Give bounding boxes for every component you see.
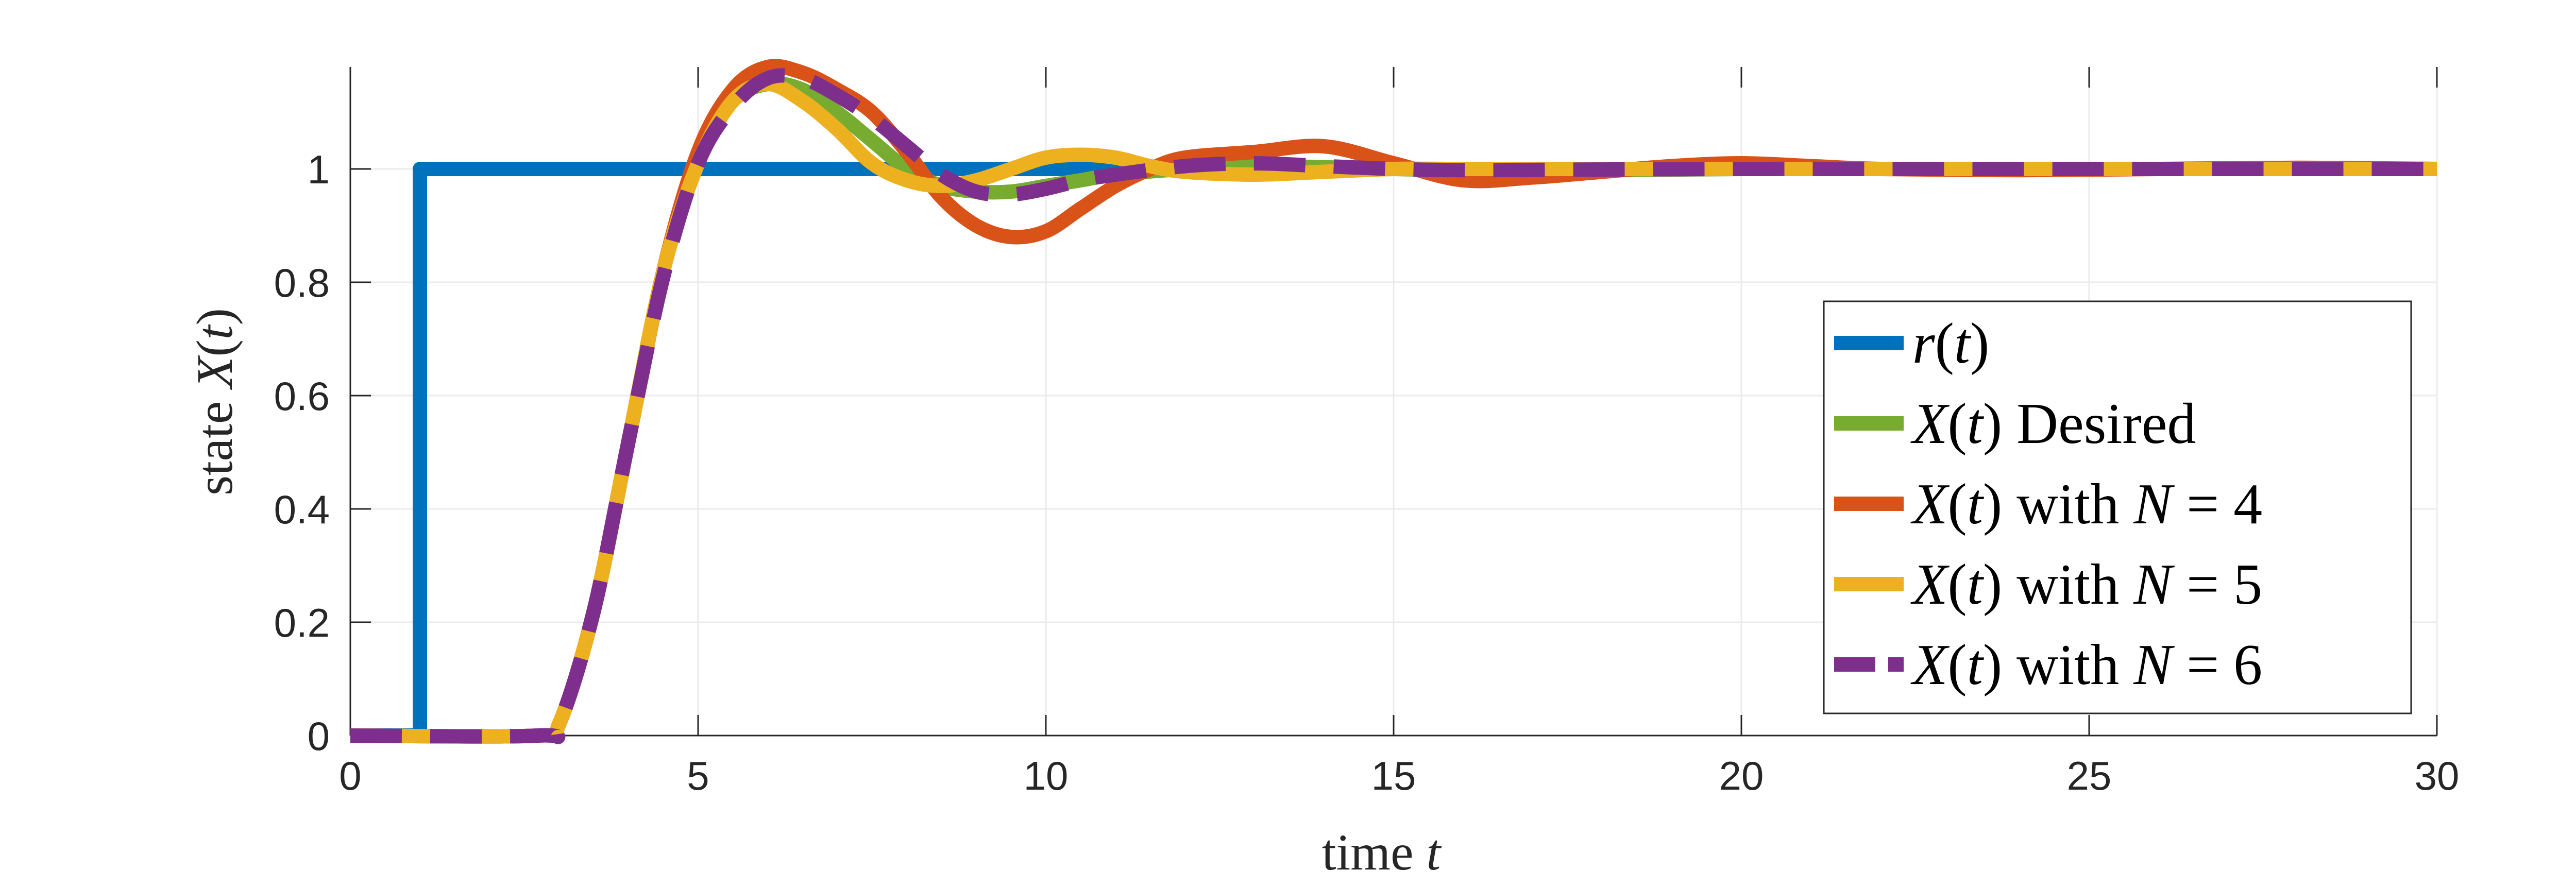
- legend-entry-desired: X(t) Desired: [1834, 392, 2196, 456]
- legend-entry-n5: X(t) with N = 5: [1834, 553, 2262, 617]
- y-tick-label-4: 0.8: [274, 260, 330, 305]
- legend-box: [1823, 300, 2412, 714]
- y-tick-label-1: 0.2: [274, 600, 330, 645]
- legend-entry-n6: X(t) with N = 6: [1834, 633, 2262, 697]
- legend-label-r: r(t): [1912, 312, 1989, 376]
- ticks: 0 5 10 15 20 25 30 0 0.2 0.4 0.6 0.8 1: [274, 67, 2460, 798]
- y-tick-label-2: 0.4: [274, 487, 330, 532]
- plot-area: [350, 59, 2437, 744]
- y-tick-label-0: 0: [308, 713, 330, 759]
- legend-label-n4: X(t) with N = 4: [1910, 472, 2262, 536]
- x-tick-label-4: 20: [1719, 753, 1764, 798]
- y-tick-label-5: 1: [308, 147, 330, 192]
- x-tick-label-2: 10: [1024, 753, 1069, 798]
- legend: r(t) X(t) Desired X(t) with N = 4 X(t) w…: [1823, 300, 2412, 714]
- legend-label-n6: X(t) with N = 6: [1910, 633, 2262, 697]
- y-axis-label: state X(t): [186, 308, 243, 496]
- x-tick-label-5: 25: [2067, 753, 2112, 798]
- legend-label-n5: X(t) with N = 5: [1910, 553, 2262, 617]
- x-tick-label-1: 5: [687, 753, 709, 798]
- series-line-4: [350, 68, 2437, 744]
- y-tick-label-3: 0.6: [274, 373, 330, 419]
- legend-label-desired: X(t) Desired: [1910, 392, 2196, 456]
- legend-entry-n4: X(t) with N = 4: [1834, 472, 2262, 536]
- x-tick-label-0: 0: [339, 753, 361, 798]
- x-tick-label-3: 15: [1371, 753, 1416, 798]
- x-axis-label: time t: [1322, 824, 1442, 881]
- legend-entry-r: r(t): [1834, 312, 1989, 376]
- x-tick-label-6: 30: [2415, 753, 2460, 798]
